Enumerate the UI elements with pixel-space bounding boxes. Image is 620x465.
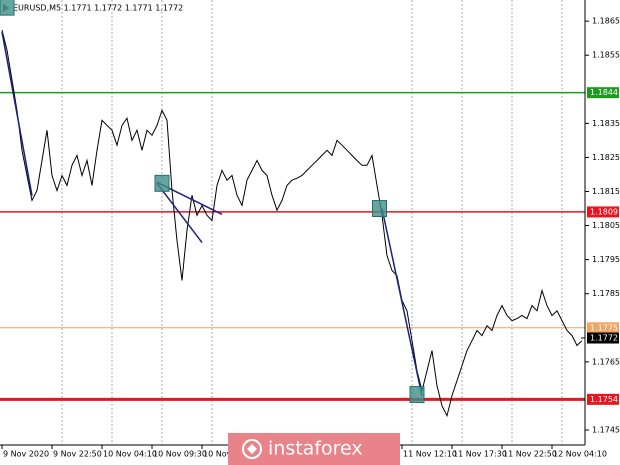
current-price-label: 1.1772 [590, 334, 618, 343]
price-line [1, 29, 583, 418]
x-tick-label: 9 Nov 2020 [3, 450, 49, 459]
x-tick-label: 11 Nov 22:50 [503, 450, 557, 459]
watermark-text: instaforex [268, 438, 363, 460]
y-tick-label: 1.1835 [592, 119, 620, 128]
y-tick-label: 1.1745 [592, 426, 620, 435]
trend-line [1, 31, 33, 196]
x-tick-label: 11 Nov 17:30 [453, 450, 507, 459]
chart-title: EURUSD,M5 1.1771 1.1772 1.1771 1.1772 [13, 4, 183, 13]
level-label: 1.1809 [590, 207, 618, 216]
x-tick-label: 12 Nov 04:10 [553, 450, 607, 459]
watermark-logo-mark [247, 444, 257, 454]
level-label-bg [587, 393, 619, 405]
watermark-logo [242, 439, 262, 459]
level-label: 1.1754 [590, 395, 618, 404]
signal-box [0, 0, 15, 16]
level-label-bg [587, 206, 619, 218]
y-tick-label: 1.1815 [592, 187, 620, 196]
y-tick-label: 1.1765 [592, 357, 620, 366]
y-tick-label: 1.1785 [592, 289, 620, 298]
x-tick-label: 10 Nov [203, 450, 232, 459]
current-price-bg [587, 332, 619, 344]
signal-box [372, 200, 387, 218]
signal-box [154, 174, 170, 192]
watermark: instaforex [228, 433, 400, 465]
x-tick-label: 9 Nov 22:50 [53, 450, 102, 459]
trend-line [156, 182, 203, 244]
level-label: 1.1844 [590, 88, 618, 97]
y-tick-label: 1.1865 [592, 17, 620, 26]
signal-box [409, 386, 425, 404]
x-tick-label: 10 Nov 04:10 [103, 450, 157, 459]
level-label-bg [587, 87, 619, 99]
y-tick-label: 1.1825 [592, 153, 620, 162]
y-tick-label: 1.1795 [592, 255, 620, 264]
level-label: 1.1775 [590, 323, 618, 332]
y-tick-label: 1.1855 [592, 51, 620, 60]
x-tick-label: 11 Nov 12:10 [403, 450, 457, 459]
level-label-bg [587, 322, 619, 334]
y-tick-label: 1.1805 [592, 221, 620, 230]
x-tick-label: 10 Nov 09:30 [153, 450, 207, 459]
trend-line [381, 208, 423, 397]
